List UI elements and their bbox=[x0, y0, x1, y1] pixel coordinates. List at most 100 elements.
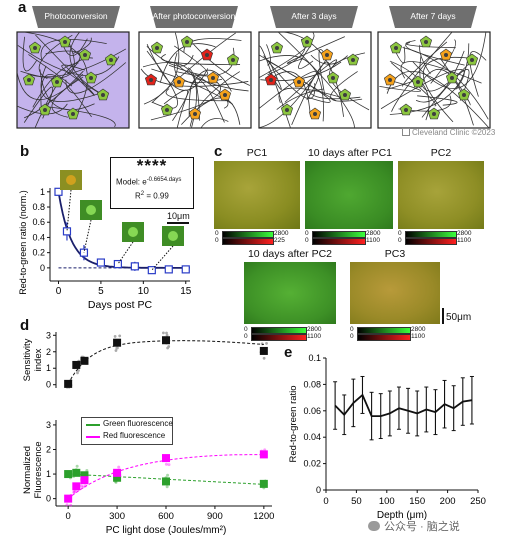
tab-label: After 7 days bbox=[410, 11, 456, 21]
neurite bbox=[176, 70, 232, 128]
legend-swatch-red bbox=[86, 436, 100, 438]
micrograph-scalebar-label: 50μm bbox=[446, 312, 472, 323]
y-tick-label: 0.8 bbox=[32, 202, 45, 212]
x-tick-label: 100 bbox=[379, 496, 395, 507]
neurite bbox=[40, 73, 92, 118]
tab-after-7-days: After 7 days bbox=[387, 4, 479, 30]
neuron-nucleus bbox=[331, 76, 335, 80]
individual-point bbox=[167, 345, 171, 348]
tissue-content bbox=[17, 32, 127, 128]
legend-green-label: Green fluorescence bbox=[103, 419, 173, 428]
data-point bbox=[181, 265, 190, 274]
neurite bbox=[415, 50, 465, 103]
inset-soma bbox=[168, 231, 178, 241]
neuron-nucleus bbox=[63, 40, 67, 44]
neurite bbox=[35, 34, 95, 96]
neurite bbox=[405, 40, 456, 49]
fluorescence-point bbox=[80, 476, 89, 485]
data-point bbox=[164, 265, 173, 274]
neuron-nucleus bbox=[149, 78, 153, 82]
micrograph-pc1 bbox=[214, 161, 300, 229]
sensitivity-point bbox=[80, 356, 89, 365]
micrograph-10d-pc1 bbox=[305, 161, 393, 229]
panel-label-d: d bbox=[20, 317, 30, 334]
sensitivity-point bbox=[162, 336, 170, 345]
neurite bbox=[168, 45, 209, 76]
cleveland-clinic-logo-icon bbox=[402, 128, 410, 136]
neurite bbox=[189, 71, 240, 127]
neurite bbox=[278, 87, 348, 103]
neurite bbox=[51, 76, 84, 118]
inset-connector bbox=[66, 189, 72, 232]
data-point bbox=[62, 227, 72, 236]
x-axis-label: Days post PC bbox=[88, 299, 153, 311]
neuron-nucleus bbox=[343, 93, 347, 97]
individual-point bbox=[165, 331, 168, 335]
neuron-nucleus bbox=[231, 58, 235, 62]
inset-soma bbox=[86, 205, 96, 215]
x-tick-label: 0 bbox=[56, 286, 62, 297]
x-tick-label: 5 bbox=[98, 286, 104, 297]
tab-label: After photoconversion bbox=[152, 11, 236, 21]
individual-point bbox=[72, 490, 76, 494]
neurite bbox=[61, 64, 104, 96]
y-axis-label: Red-to-green ratio (norm.) bbox=[18, 190, 28, 295]
neuron-nucleus bbox=[404, 108, 408, 112]
fluorescence-point bbox=[259, 450, 268, 459]
neuron-nucleus bbox=[325, 53, 329, 57]
bottom-x-tick-label: 600 bbox=[158, 511, 174, 522]
neuron-nucleus bbox=[71, 112, 75, 116]
inset-connector bbox=[151, 245, 174, 271]
inset-connector bbox=[117, 241, 134, 265]
y-tick-label: 0.2 bbox=[32, 248, 45, 258]
x-tick-label: 150 bbox=[409, 496, 425, 507]
top-y-axis-label: Sensitivity bbox=[22, 338, 33, 381]
top-y-axis-label-2: index bbox=[33, 348, 44, 371]
micrograph-scalebar bbox=[442, 308, 444, 324]
x-tick-label: 200 bbox=[440, 496, 456, 507]
inset-scalebar bbox=[167, 222, 189, 224]
y-tick-label: 0.02 bbox=[303, 459, 321, 469]
neurite bbox=[20, 38, 75, 79]
tissue-content bbox=[379, 32, 490, 128]
fluorescence-point bbox=[64, 470, 73, 479]
individual-point bbox=[75, 464, 79, 468]
tissue-panel-2 bbox=[138, 31, 252, 129]
fluorescence-point bbox=[64, 494, 73, 503]
bottom-x-tick-label: 900 bbox=[207, 511, 223, 522]
neuron-nucleus bbox=[450, 76, 454, 80]
y-tick-label: 0 bbox=[40, 263, 45, 273]
tissue-panel-4 bbox=[377, 31, 491, 129]
individual-point bbox=[116, 346, 119, 350]
x-tick-label: 0 bbox=[323, 496, 328, 507]
top-y-tick-label: 3 bbox=[46, 330, 51, 340]
neurite bbox=[430, 39, 456, 84]
depth-chart: 0 0.02 0.04 0.06 0.08 0.1 0 50 100 150 200 250 Depth… bbox=[288, 353, 486, 521]
neurite bbox=[391, 32, 453, 112]
tissue-panel-1 bbox=[16, 31, 130, 129]
neurite bbox=[330, 71, 363, 102]
fluorescence-point bbox=[113, 473, 122, 482]
neuron-nucleus bbox=[89, 76, 93, 80]
neuron-nucleus bbox=[432, 112, 436, 116]
neurite bbox=[259, 70, 320, 109]
neurite bbox=[386, 80, 415, 90]
top-y-tick-label: 1 bbox=[46, 363, 51, 373]
bottom-y-tick-label: 2 bbox=[46, 444, 51, 454]
individual-point bbox=[81, 485, 85, 489]
bottom-y-tick-label: 3 bbox=[46, 420, 51, 430]
neurite bbox=[422, 69, 474, 126]
data-point bbox=[96, 258, 106, 267]
neuron-nucleus bbox=[55, 80, 59, 84]
x-tick-label: 250 bbox=[470, 496, 486, 507]
neuron-nucleus bbox=[43, 108, 47, 112]
inset-scalebar-label: 10μm bbox=[167, 211, 190, 221]
neuron-nucleus bbox=[313, 112, 317, 116]
individual-point bbox=[65, 503, 69, 507]
individual-point bbox=[114, 349, 118, 352]
bottom-x-tick-label: 0 bbox=[66, 511, 71, 522]
individual-point bbox=[165, 333, 169, 337]
neuron-nucleus bbox=[424, 40, 428, 44]
individual-point bbox=[77, 369, 80, 372]
